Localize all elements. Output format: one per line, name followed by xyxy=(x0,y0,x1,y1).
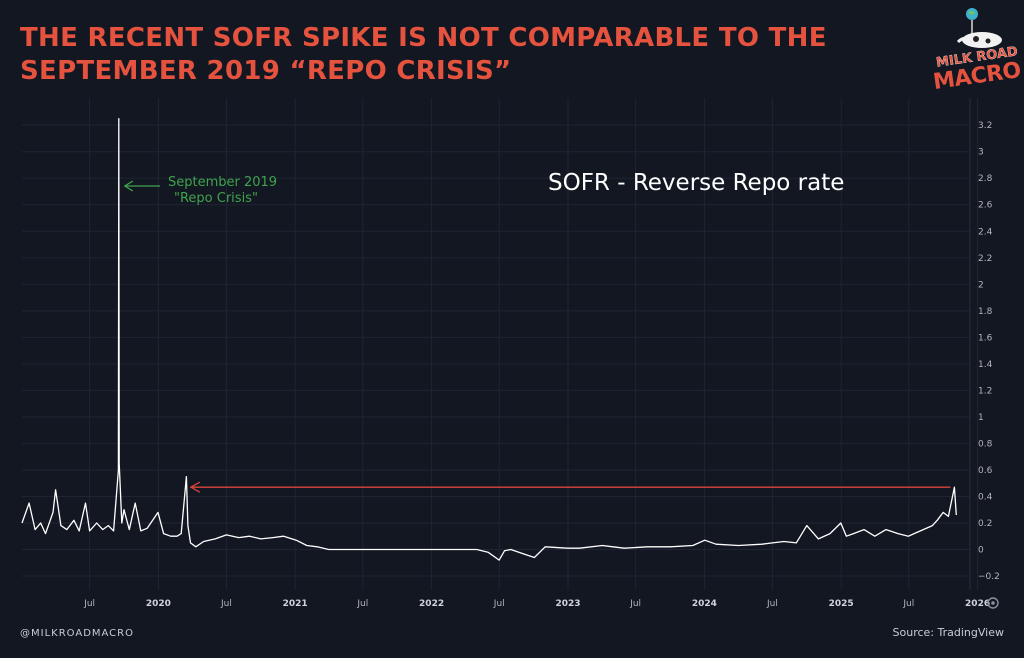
y-tick-label: 0 xyxy=(978,546,984,556)
y-tick-label: 3 xyxy=(978,148,984,158)
y-tick-label: 1.8 xyxy=(978,307,993,317)
x-tick-label: 2022 xyxy=(419,599,444,609)
x-axis: Jul 2020 Jul 2021 Jul 2022 Jul 2023 Jul 2024 Jul 20… xyxy=(83,599,990,609)
series-layer xyxy=(21,117,957,561)
y-tick-label: 0.2 xyxy=(978,519,992,529)
x-tick-label: 2025 xyxy=(829,599,854,609)
y-tick-label: 2 xyxy=(978,280,984,290)
x-tick-label: 2026 xyxy=(965,599,990,609)
x-tick-label: 2021 xyxy=(283,599,308,609)
y-tick-label: 3.2 xyxy=(978,121,992,131)
milk-road-macro-logo: MILK ROAD MACRO xyxy=(930,4,1024,98)
y-axis: 3.2 3 2.8 2.6 2.4 2.2 2 1.8 1.6 1.4 1.2 1 0.8 0.6 0.4 0… xyxy=(969,98,1000,590)
y-tick-label: 2.4 xyxy=(978,227,993,237)
settings-gear-icon[interactable] xyxy=(987,597,999,609)
chart-grid xyxy=(22,98,979,590)
reference-arrowhead xyxy=(189,481,201,493)
annotation-text-line-1: September 2019 xyxy=(168,175,277,190)
headline-line-2: SEPTEMBER 2019 “REPO CRISIS” xyxy=(20,56,512,86)
x-tick-label: Jul xyxy=(766,599,778,609)
x-tick-label: 2023 xyxy=(555,599,580,609)
x-tick-label: 2024 xyxy=(692,599,717,609)
annotation-text-line-2: "Repo Crisis" xyxy=(174,191,258,206)
y-tick-label: 2.8 xyxy=(978,174,993,184)
x-tick-label: Jul xyxy=(83,599,95,609)
y-tick-label: 2.6 xyxy=(978,201,993,211)
sofr-chart: 3.2 3 2.8 2.6 2.4 2.2 2 1.8 1.6 1.4 1.2 1 0.8 0.6 0.4 0… xyxy=(21,98,1000,609)
x-tick-label: Jul xyxy=(220,599,232,609)
x-tick-label: Jul xyxy=(629,599,641,609)
y-tick-label: −0.2 xyxy=(978,572,1000,582)
y-tick-label: 1.6 xyxy=(978,333,993,343)
cow-on-globe-icon xyxy=(956,8,1002,48)
y-tick-label: 1.4 xyxy=(978,360,993,370)
headline-line-1: THE RECENT SOFR SPIKE IS NOT COMPARABLE … xyxy=(20,23,827,53)
chart-title: SOFR - Reverse Repo rate xyxy=(548,170,844,196)
x-tick-label: Jul xyxy=(902,599,914,609)
x-tick-label: Jul xyxy=(356,599,368,609)
footer-source: Source: TradingView xyxy=(892,626,1004,639)
y-tick-label: 1.2 xyxy=(978,386,992,396)
sofr-series-line xyxy=(21,117,957,561)
y-tick-label: 0.4 xyxy=(978,492,993,502)
annotation-layer: SOFR - Reverse Repo rate September 2019 … xyxy=(123,170,951,493)
y-tick-label: 1 xyxy=(978,413,984,423)
y-tick-label: 0.8 xyxy=(978,439,993,449)
headline: THE RECENT SOFR SPIKE IS NOT COMPARABLE … xyxy=(20,22,900,88)
annotation-arrowhead xyxy=(123,180,134,192)
y-tick-label: 0.6 xyxy=(978,466,993,476)
footer-handle: @MILKROADMACRO xyxy=(20,628,134,639)
x-tick-label: Jul xyxy=(493,599,505,609)
x-tick-label: 2020 xyxy=(146,599,171,609)
y-tick-label: 2.2 xyxy=(978,254,992,264)
